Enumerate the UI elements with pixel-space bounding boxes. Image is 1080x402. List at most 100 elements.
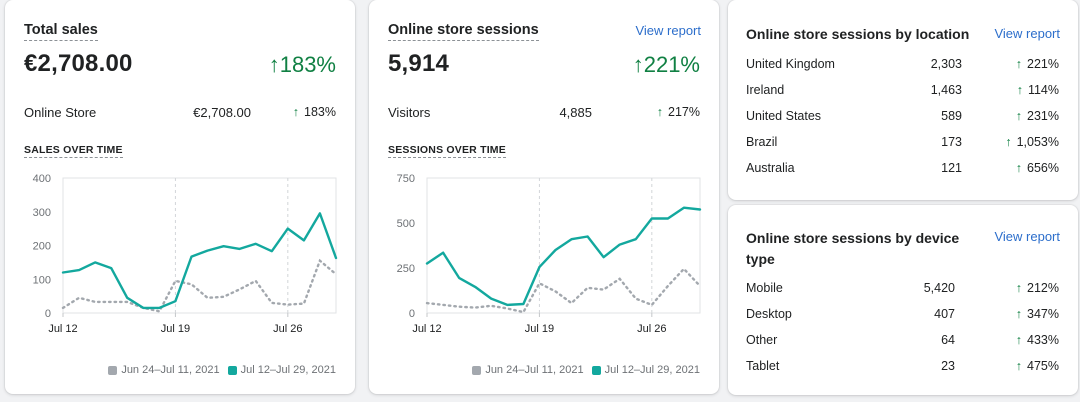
data-point-previous[interactable] [75,294,83,302]
data-point-current[interactable] [107,264,115,272]
sessions-over-time-heading[interactable]: SESSIONS OVER TIME [388,144,506,158]
data-point-current[interactable] [75,266,83,274]
data-point-current[interactable] [204,247,212,255]
data-point-current[interactable] [91,258,99,266]
data-point-current[interactable] [268,247,276,255]
arrow-up-icon: ↑ [1015,333,1023,347]
data-point-previous[interactable] [423,299,431,307]
arrow-up-icon: ↑ [632,52,644,77]
series-line-current[interactable] [61,212,338,310]
data-point-current[interactable] [300,236,308,244]
data-point-previous[interactable] [300,300,308,308]
data-point-previous[interactable] [471,304,479,312]
sessions-title[interactable]: Online store sessions [388,22,539,41]
data-point-current[interactable] [616,241,624,249]
online-store-label[interactable]: Online Store [24,105,97,120]
legend-current[interactable]: Jul 12–Jul 29, 2021 [604,364,700,376]
data-point-current[interactable] [139,304,147,312]
data-point-previous[interactable] [568,299,576,307]
data-point-previous[interactable] [487,302,495,310]
data-point-previous[interactable] [616,275,624,283]
location-row-label[interactable]: Brazil [746,135,778,149]
data-point-current[interactable] [423,260,431,268]
data-point-current[interactable] [551,246,559,254]
data-point-current[interactable] [664,215,672,223]
legend-previous[interactable]: Jun 24–Jul 11, 2021 [485,364,584,376]
data-point-current[interactable] [648,215,656,223]
data-point-previous[interactable] [268,299,276,307]
data-point-previous[interactable] [236,285,244,293]
data-point-current[interactable] [519,300,527,308]
data-point-current[interactable] [316,209,324,217]
data-point-current[interactable] [252,240,260,248]
data-point-current[interactable] [171,297,179,305]
data-point-current[interactable] [680,204,688,212]
data-point-current[interactable] [632,235,640,243]
data-point-current[interactable] [236,245,244,253]
data-point-current[interactable] [487,295,495,303]
series-line-current[interactable] [425,206,702,307]
device-row-label[interactable]: Mobile [746,281,783,295]
data-point-current[interactable] [503,301,511,309]
data-point-current[interactable] [455,274,463,282]
data-point-previous[interactable] [284,301,292,309]
data-point-previous[interactable] [107,298,115,306]
data-point-current[interactable] [332,254,340,262]
data-point-current[interactable] [59,269,67,277]
data-point-previous[interactable] [584,284,592,292]
data-point-previous[interactable] [171,277,179,285]
data-point-previous[interactable] [316,257,324,265]
data-point-current[interactable] [439,249,447,257]
data-point-previous[interactable] [696,282,704,290]
location-row-label[interactable]: United Kingdom [746,57,835,71]
data-point-previous[interactable] [664,282,672,290]
x-tick-label: Jul 12 [48,323,77,335]
data-point-current[interactable] [568,235,576,243]
legend-previous[interactable]: Jun 24–Jul 11, 2021 [121,364,220,376]
data-point-previous[interactable] [220,293,228,301]
data-point-current[interactable] [284,225,292,233]
device-row-label[interactable]: Other [746,333,778,347]
data-point-previous[interactable] [59,304,67,312]
data-point-previous[interactable] [204,294,212,302]
location-row-change: ↑ 231% [1015,109,1059,123]
device-row-label[interactable]: Tablet [746,359,780,373]
device-view-report-link[interactable]: View report [994,229,1060,244]
location-view-report-link[interactable]: View report [994,26,1060,41]
data-point-previous[interactable] [632,295,640,303]
data-point-previous[interactable] [551,287,559,295]
total-sales-title[interactable]: Total sales [24,22,98,41]
sales-over-time-chart[interactable]: 0 100 200 300 400 Jul 12 Jul 19 Jul 26 [5,168,355,343]
data-point-previous[interactable] [680,265,688,273]
data-point-previous[interactable] [535,279,543,287]
sessions-view-report-link[interactable]: View report [635,23,701,38]
data-point-current[interactable] [535,263,543,271]
data-point-current[interactable] [220,242,228,250]
data-point-current[interactable] [187,253,195,261]
data-point-current[interactable] [600,253,608,261]
data-point-previous[interactable] [455,303,463,311]
sessions-over-time-chart[interactable]: 0 250 500 750 Jul 12 Jul 19 Jul 26 [369,168,719,343]
data-point-previous[interactable] [332,270,340,278]
data-point-current[interactable] [696,206,704,214]
data-point-current[interactable] [155,304,163,312]
data-point-previous[interactable] [91,298,99,306]
data-point-previous[interactable] [252,277,260,285]
data-point-previous[interactable] [439,301,447,309]
data-point-previous[interactable] [600,286,608,294]
data-point-previous[interactable] [648,301,656,309]
location-row-label[interactable]: Australia [746,161,795,175]
series-line-previous[interactable] [61,258,338,313]
sales-over-time-heading[interactable]: SALES OVER TIME [24,144,123,158]
data-point-current[interactable] [123,294,131,302]
chart-legend: Jun 24–Jul 11, 2021 Jul 12–Jul 29, 2021 [472,364,700,376]
location-row-label[interactable]: United States [746,109,822,123]
device-row-label[interactable]: Desktop [746,307,792,321]
data-point-current[interactable] [584,233,592,241]
location-row-label[interactable]: Ireland [746,83,785,97]
data-point-previous[interactable] [187,280,195,288]
legend-current[interactable]: Jul 12–Jul 29, 2021 [240,364,336,376]
data-point-current[interactable] [471,283,479,291]
series-line-previous[interactable] [425,267,702,314]
data-point-previous[interactable] [519,308,527,316]
